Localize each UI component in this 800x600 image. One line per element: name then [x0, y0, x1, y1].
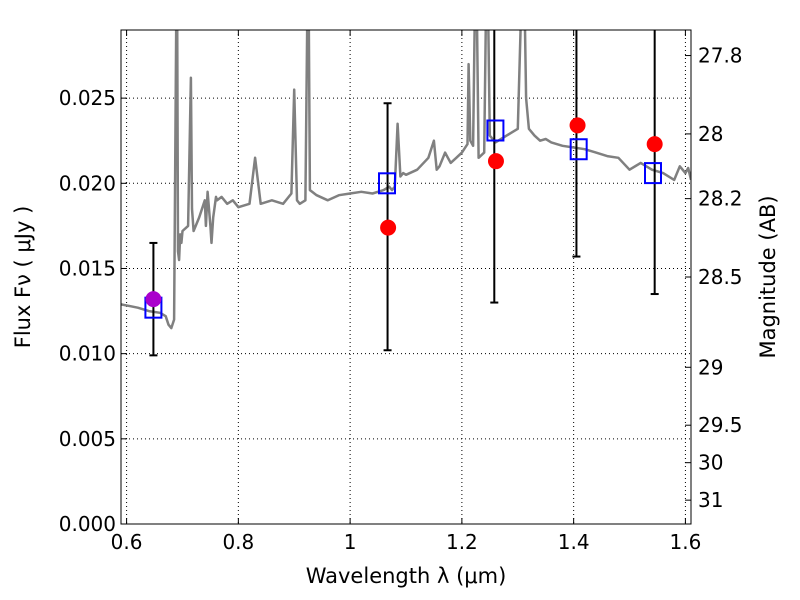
- x-tick-label: 1: [344, 530, 357, 554]
- y-tick-label: 0.010: [59, 342, 116, 366]
- y-tick-label: 0.025: [59, 86, 116, 110]
- y2-tick-label: 29: [698, 355, 723, 379]
- y-tick-label: 0.000: [59, 512, 116, 536]
- observed-flux-marker: [646, 136, 663, 153]
- observed-flux-marker: [487, 153, 504, 170]
- y2-tick-label: 30: [698, 451, 723, 475]
- model-flux-marker: [569, 138, 588, 161]
- observed-flux-marker: [569, 117, 586, 134]
- y2-tick-label: 28.2: [698, 187, 743, 211]
- observed-flux-marker: [380, 219, 397, 236]
- x-tick-label: 1.4: [558, 530, 590, 554]
- plot-background: [121, 30, 691, 524]
- y2-tick-label: 31: [698, 488, 723, 512]
- y2-tick-label: 28: [698, 122, 723, 146]
- x-tick-label: 0.6: [111, 530, 143, 554]
- x-tick-label: 0.8: [222, 530, 254, 554]
- model-flux-marker: [486, 119, 505, 142]
- y2-tick-label: 29.5: [698, 413, 743, 437]
- y2-tick-label: 28.5: [698, 265, 743, 289]
- y2-tick-label: 27.8: [698, 44, 743, 68]
- y2-axis-label: Magnitude (AB): [756, 195, 780, 358]
- y-tick-label: 0.005: [59, 427, 116, 451]
- y-axis-label: Flux Fν ( μJy ): [11, 206, 35, 349]
- observed-flux-marker: [145, 291, 162, 308]
- x-tick-label: 1.6: [670, 530, 702, 554]
- spectrum-line: [121, 30, 691, 330]
- x-axis-label: Wavelength λ (μm): [306, 564, 507, 588]
- ticks: 0.6 0.8 1 1.2 1.4 1.6 0.000 0.005 0.010 0.015 0.02…: [59, 30, 743, 554]
- y-tick-label: 0.020: [59, 171, 116, 195]
- y-tick-label: 0.015: [59, 256, 116, 280]
- model-flux-marker: [378, 172, 396, 195]
- x-tick-label: 1.2: [446, 530, 478, 554]
- data-layer: [121, 30, 691, 357]
- model-flux-marker: [644, 162, 662, 185]
